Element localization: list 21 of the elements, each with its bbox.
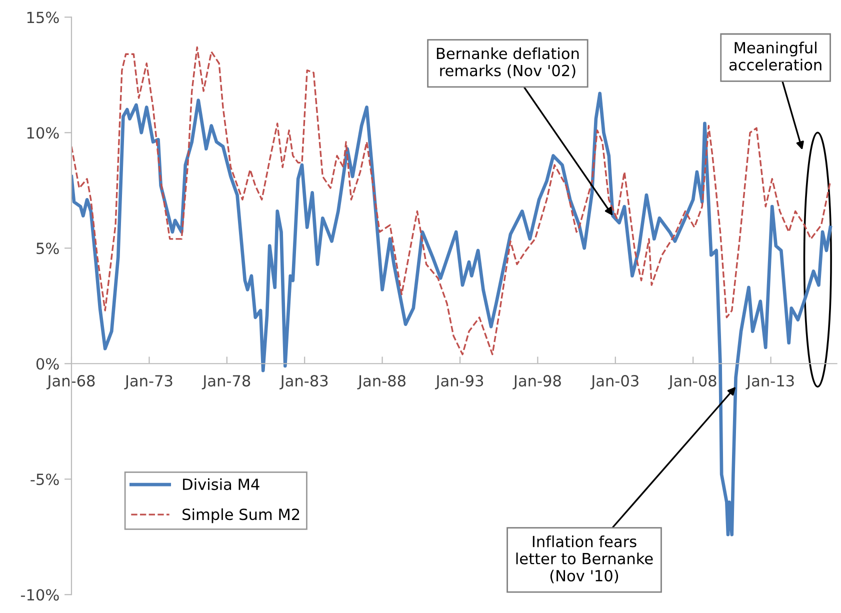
x-tick-label: Jan-13: [746, 375, 794, 390]
x-tick-label: Jan-88: [357, 375, 406, 390]
y-tick-label: -10%: [20, 589, 59, 601]
x-tick-label: Jan-03: [590, 375, 638, 390]
y-tick-label: 0%: [36, 358, 59, 370]
x-tick-label: Jan-78: [202, 375, 250, 390]
y-tick-label: 10%: [27, 127, 59, 139]
legend-label: Divisia M4: [183, 478, 260, 490]
y-tick-label: 5%: [36, 242, 59, 254]
x-tick-label: Jan-08: [668, 375, 716, 390]
legend-label: Simple Sum M2: [182, 508, 300, 524]
y-tick-label: 15%: [27, 12, 59, 24]
x-tick-label: Jan-83: [280, 375, 328, 390]
annotation: Inflation fears letter to Bernanke (Nov '10): [516, 535, 653, 584]
x-tick-label: Jan-98: [512, 375, 561, 390]
x-tick-label: Jan-93: [434, 375, 484, 390]
annotation: Meaningful acceleration: [729, 42, 822, 71]
x-tick-label: Jan-68: [46, 375, 95, 390]
x-tick-label: Jan-73: [124, 375, 172, 390]
annotation: Bernanke deflation remarks (Nov '02): [436, 47, 579, 78]
y-tick-label: -5%: [30, 474, 59, 486]
